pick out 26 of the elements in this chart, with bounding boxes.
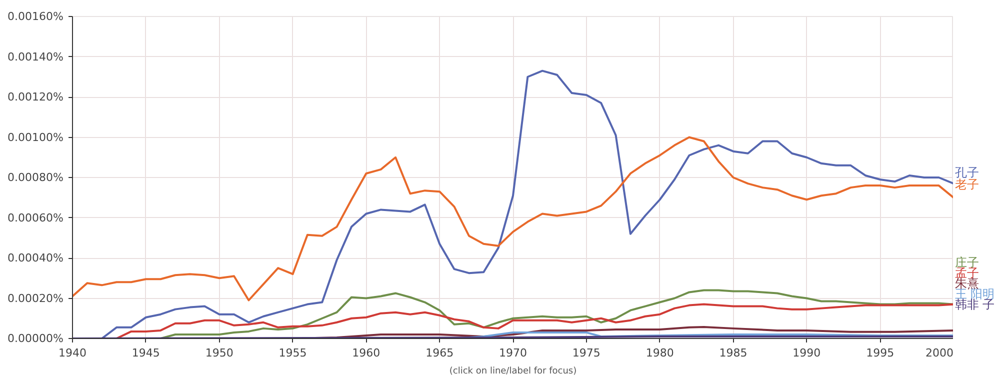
y-tick-label: 0.00000% bbox=[8, 332, 64, 345]
x-tick-label: 1995 bbox=[866, 346, 894, 360]
text: (click on line/label for focus) bbox=[449, 366, 577, 376]
x-tick-label: 1975 bbox=[572, 346, 600, 360]
y-tick-label: 0.00020% bbox=[8, 292, 64, 305]
x-tick-label: 1955 bbox=[278, 346, 307, 360]
series-label: 孔子 bbox=[954, 166, 979, 180]
x-tick-label: 1940 bbox=[58, 346, 87, 360]
y-tick-label: 0.00120% bbox=[8, 90, 64, 104]
x-tick-label: 1985 bbox=[719, 346, 748, 360]
line-series bbox=[72, 136, 953, 302]
x-tick-label: 1950 bbox=[205, 346, 234, 360]
x-tick-label: 1970 bbox=[499, 346, 528, 360]
y-tick-label: 0.00140% bbox=[8, 50, 64, 64]
x-tick-label: 1960 bbox=[352, 346, 380, 360]
x-tick-label: 1990 bbox=[792, 346, 821, 360]
y-tick-label: 0.00060% bbox=[8, 211, 64, 224]
x-tick-label: 1965 bbox=[426, 346, 454, 360]
y-tick-label: 0.00100% bbox=[8, 130, 64, 144]
x-tick-label: 1945 bbox=[132, 346, 160, 360]
x-tick-label: 2000 bbox=[926, 346, 954, 360]
x-tick-label: 1980 bbox=[646, 346, 674, 360]
y-tick-label: 0.00080% bbox=[8, 171, 64, 184]
series-label: 老子 bbox=[954, 178, 979, 192]
y-tick-label: 0.00040% bbox=[8, 252, 64, 264]
y-tick-label: 0.00160% bbox=[8, 10, 64, 23]
